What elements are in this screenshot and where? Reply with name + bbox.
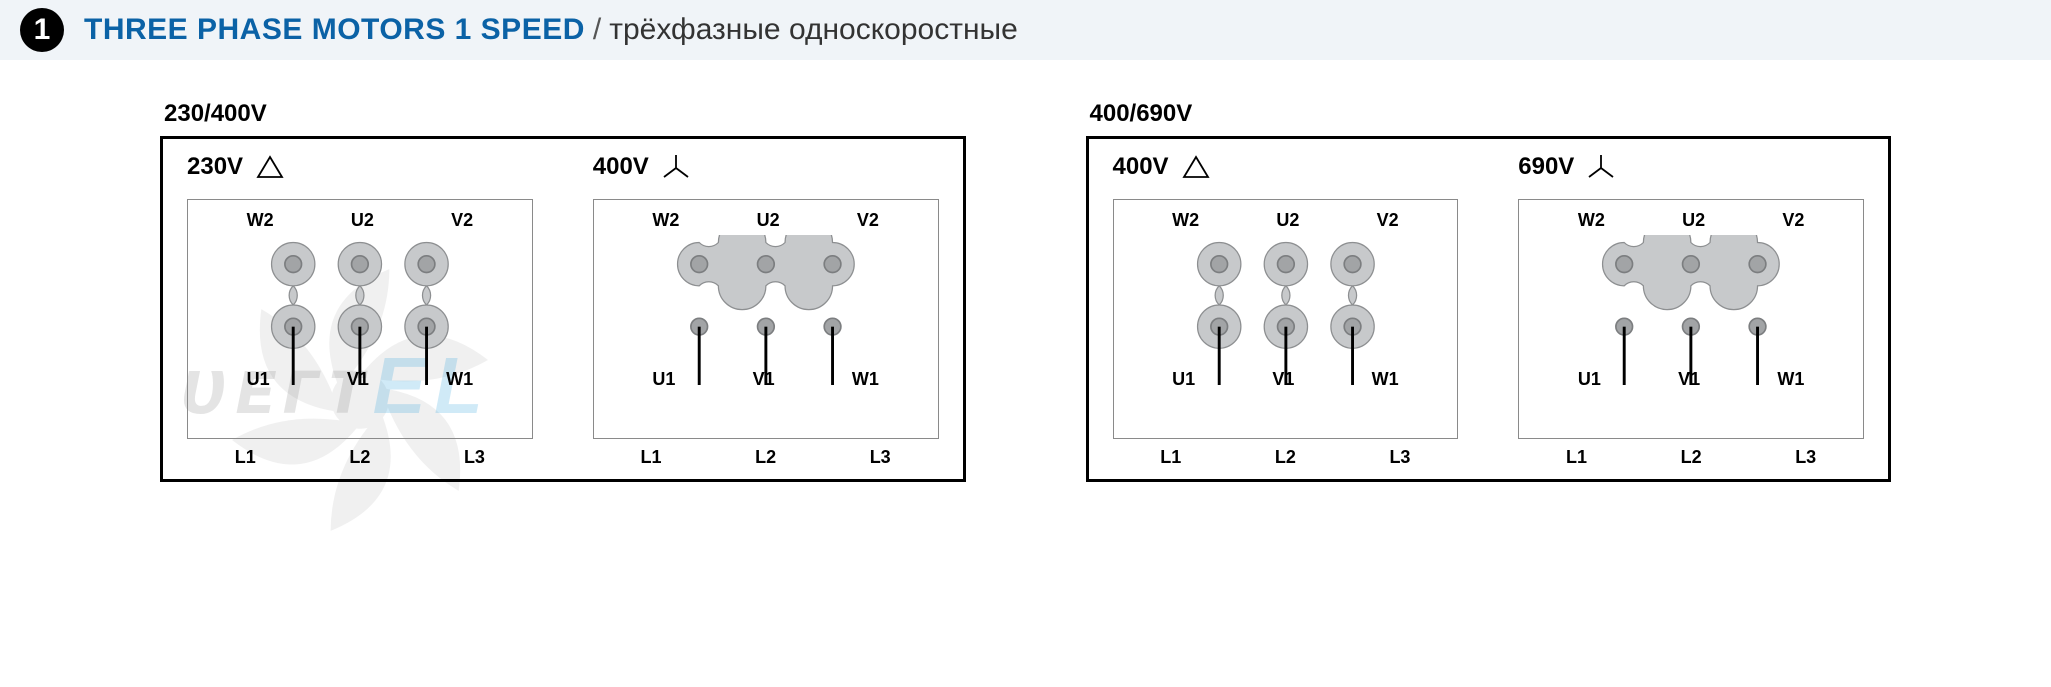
top-terminal-labels: W2 U2 V2 [614,210,918,231]
lead-label: L1 [235,447,256,468]
terminal-label: V1 [1678,369,1700,390]
top-terminal-labels: W2 U2 V2 [208,210,512,231]
terminal-label: W2 [1578,210,1605,231]
terminal-label: V2 [451,210,473,231]
section-badge: 1 [20,8,64,52]
terminal-box: W2 U2 V2 U1 [1113,199,1459,439]
star-terminals-svg [614,235,918,385]
terminal-box: W2 U2 V2 U1 V1 W1 [1518,199,1864,439]
title-russian: трёхфазные односкоростные [609,13,1018,47]
terminal-label: V2 [1782,210,1804,231]
voltage-label: 230V [187,153,243,181]
group-label: 230/400V [164,100,966,128]
config-header: 400V [1113,153,1459,181]
lead-label: L2 [349,447,370,468]
terminal-label: V1 [753,369,775,390]
terminal-label: V2 [1377,210,1399,231]
diagram-group-1: 400/690V 400V W2 U2 V2 [1086,100,1892,482]
terminal-box: W2 U2 V2 [187,199,533,439]
terminal-label: U2 [757,210,780,231]
config-star: 690V W2 U2 V2 [1518,153,1864,439]
config-delta: 230V W2 U2 V2 [187,153,533,439]
star-icon [661,153,691,181]
config-header: 690V [1518,153,1864,181]
top-terminal-labels: W2 U2 V2 [1134,210,1438,231]
terminal-label: V2 [857,210,879,231]
lead-label: L2 [1275,447,1296,468]
title-separator: / [593,13,601,47]
lead-labels: L1 L2 L3 [594,447,938,468]
terminal-label: U2 [1276,210,1299,231]
terminal-label: W2 [247,210,274,231]
delta-icon [255,154,285,180]
terminal-label: U2 [351,210,374,231]
config-header: 230V [187,153,533,181]
outer-box: 230V W2 U2 V2 [160,136,966,482]
delta-terminals-svg [208,235,512,385]
header-bar: 1 THREE PHASE MOTORS 1 SPEED / трёхфазны… [0,0,2051,60]
star-terminals-svg [1539,235,1843,385]
group-label: 400/690V [1090,100,1892,128]
diagram-group-0: 230/400V 230V W2 U2 V2 [160,100,966,482]
bottom-terminal-labels: U1 V1 W1 [614,369,918,390]
voltage-label: 400V [1113,153,1169,181]
terminal-label: W1 [852,369,879,390]
voltage-label: 400V [593,153,649,181]
config-delta: 400V W2 U2 V2 [1113,153,1459,439]
diagrams-row: 230/400V 230V W2 U2 V2 [0,60,2051,482]
lead-label: L3 [1389,447,1410,468]
lead-label: L2 [1681,447,1702,468]
title-english: THREE PHASE MOTORS 1 SPEED [84,13,585,47]
terminal-label: V1 [1272,369,1294,390]
terminal-label: U1 [247,369,270,390]
terminal-label: W2 [652,210,679,231]
terminal-label: U1 [1578,369,1601,390]
lead-labels: L1 L2 L3 [1519,447,1863,468]
terminal-label: W1 [1777,369,1804,390]
terminal-label: W1 [1372,369,1399,390]
lead-labels: L1 L2 L3 [1114,447,1458,468]
bottom-terminal-labels: U1 V1 W1 [208,369,512,390]
lead-label: L1 [641,447,662,468]
terminal-label: U2 [1682,210,1705,231]
lead-labels: L1 L2 L3 [188,447,532,468]
delta-icon [1181,154,1211,180]
star-icon [1586,153,1616,181]
config-header: 400V [593,153,939,181]
top-terminal-labels: W2 U2 V2 [1539,210,1843,231]
delta-terminals-svg [1134,235,1438,385]
bottom-terminal-labels: U1 V1 W1 [1539,369,1843,390]
terminal-label: U1 [652,369,675,390]
terminal-box: W2 U2 V2 U1 V1 [593,199,939,439]
terminal-label: U1 [1172,369,1195,390]
lead-label: L3 [464,447,485,468]
terminal-label: W1 [446,369,473,390]
lead-label: L3 [1795,447,1816,468]
config-star: 400V W2 U2 V2 [593,153,939,439]
bottom-terminal-labels: U1 V1 W1 [1134,369,1438,390]
lead-label: L3 [870,447,891,468]
lead-label: L1 [1160,447,1181,468]
lead-label: L1 [1566,447,1587,468]
terminal-label: V1 [347,369,369,390]
lead-label: L2 [755,447,776,468]
outer-box: 400V W2 U2 V2 [1086,136,1892,482]
voltage-label: 690V [1518,153,1574,181]
terminal-label: W2 [1172,210,1199,231]
